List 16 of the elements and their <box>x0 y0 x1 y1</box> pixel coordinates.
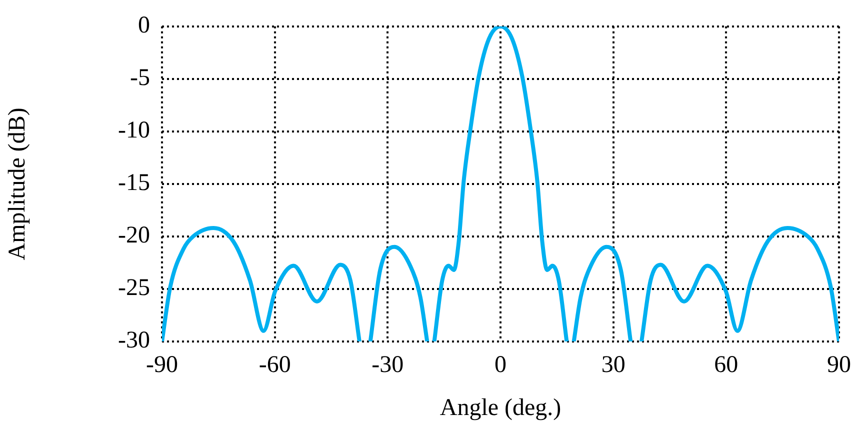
y-tick-label: -20 <box>118 222 150 249</box>
x-tick-label: -90 <box>146 352 178 378</box>
y-tick-label: 0 <box>138 12 150 39</box>
x-tick-label: 60 <box>714 352 738 378</box>
y-tick-label: -25 <box>118 275 150 302</box>
y-tick-label: -5 <box>130 65 150 92</box>
y-tick-label: -15 <box>118 170 150 196</box>
y-axis-title: Amplitude (dB) <box>4 108 31 260</box>
x-tick-label: -60 <box>258 352 291 378</box>
x-axis-title: Angle (deg.) <box>440 394 562 421</box>
x-tick-label: -30 <box>372 352 404 378</box>
y-tick-label: -10 <box>118 118 150 144</box>
y-tick-label: -30 <box>118 328 150 354</box>
x-tick-label: 0 <box>494 352 506 378</box>
x-tick-label: 30 <box>601 352 626 378</box>
x-tick-label: 90 <box>827 352 851 378</box>
